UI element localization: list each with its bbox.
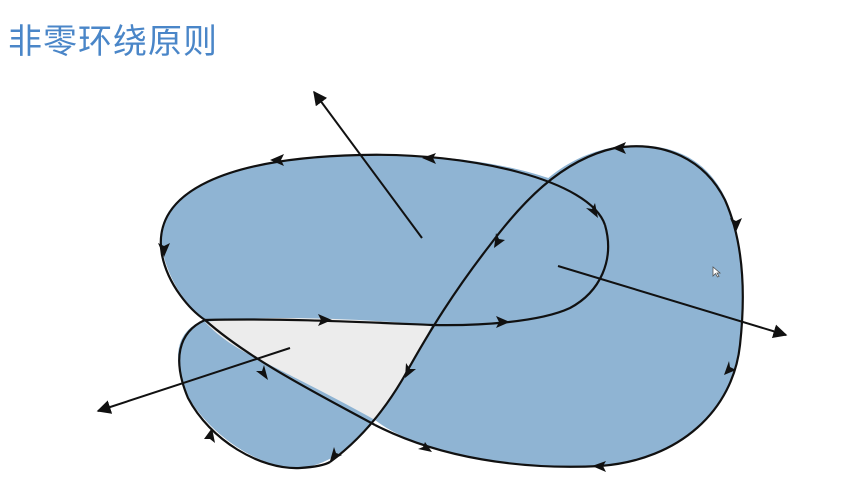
arrowhead-hole-1 xyxy=(318,314,332,326)
arrowhead-diag-3 xyxy=(330,447,342,461)
arrowhead-right-top xyxy=(612,142,626,154)
arrowhead-upper-right xyxy=(586,203,598,218)
filled-region xyxy=(160,145,743,469)
slide-title: 非零环绕原则 xyxy=(8,22,218,62)
test-rays xyxy=(96,90,788,414)
arrowhead-bottom xyxy=(592,461,606,472)
ray-right-region xyxy=(557,265,788,339)
arrowhead-lower-left-1 xyxy=(204,428,215,443)
outline-hole-top xyxy=(204,224,610,327)
unfilled-hole xyxy=(205,318,432,420)
outline-diagonal xyxy=(329,146,616,463)
arrowhead-diag-2 xyxy=(405,363,416,378)
arrowhead-bottom-mid xyxy=(418,442,432,452)
arrowhead-left xyxy=(158,243,170,257)
arrowhead-hole-2 xyxy=(496,316,510,328)
direction-arrowheads xyxy=(158,142,742,472)
arrowhead-upper-2 xyxy=(270,154,284,166)
outline-lower-left xyxy=(178,318,376,470)
arrowhead-lower-left-2 xyxy=(256,365,268,380)
outline-upper-top xyxy=(159,153,607,321)
arrowhead-diag-1 xyxy=(494,233,505,248)
ray-upper-region xyxy=(313,90,423,239)
arrowhead-upper-1 xyxy=(422,153,436,164)
mouse-cursor-icon xyxy=(712,266,722,278)
arrowhead-right-side xyxy=(730,218,742,232)
arrowhead-right-bottom xyxy=(724,361,736,375)
ray-hole-region xyxy=(96,347,291,414)
